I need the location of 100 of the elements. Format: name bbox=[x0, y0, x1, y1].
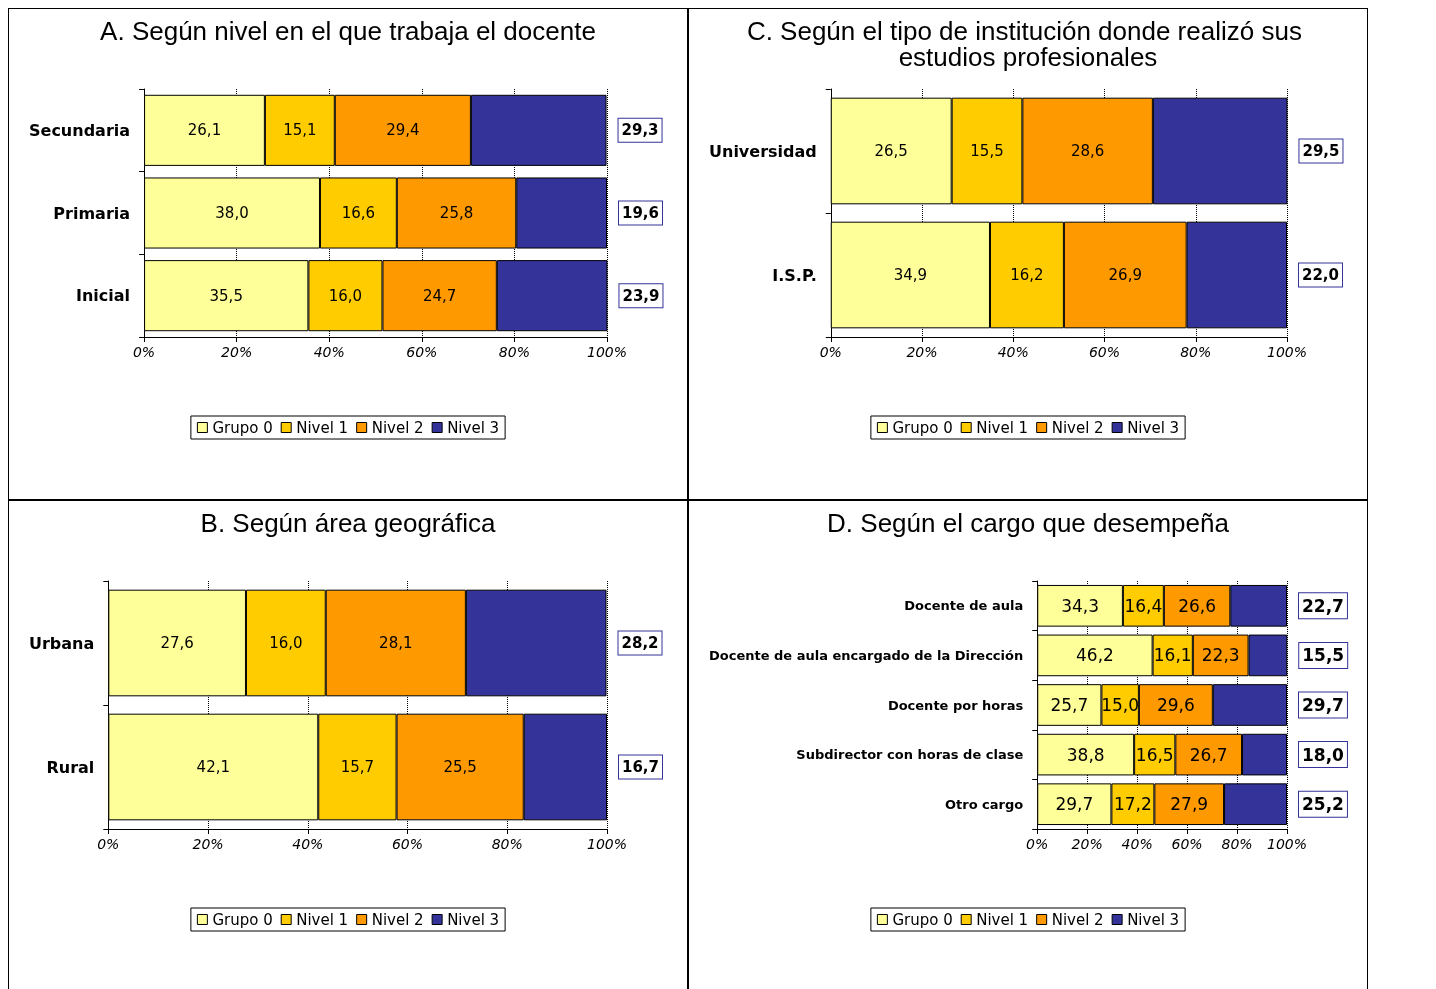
data-label: 16,6 bbox=[341, 204, 376, 222]
y-tick-label: Otro cargo bbox=[944, 796, 1024, 812]
legend-label: Grupo 0 bbox=[212, 910, 273, 929]
data-label: 26,9 bbox=[1108, 266, 1142, 284]
chart-title: D. Según el cargo que desempeña bbox=[827, 508, 1230, 538]
x-tick-label: 0% bbox=[97, 836, 120, 852]
data-label: 16,2 bbox=[1010, 266, 1044, 284]
data-label: 16,0 bbox=[328, 286, 363, 305]
x-tick-label: 100% bbox=[586, 344, 628, 360]
data-label: 15,1 bbox=[283, 121, 317, 140]
data-label: 16,4 bbox=[1124, 595, 1163, 616]
x-tick-label: 100% bbox=[586, 836, 628, 852]
data-label: 35,5 bbox=[209, 286, 243, 305]
data-label: 27,9 bbox=[1170, 794, 1209, 815]
legend-label: Nivel 2 bbox=[1051, 418, 1104, 437]
legend-label: Grupo 0 bbox=[892, 910, 953, 929]
data-label: 25,2 bbox=[1302, 794, 1344, 815]
data-label: 22,0 bbox=[1302, 266, 1340, 284]
legend-label: Nivel 2 bbox=[371, 910, 424, 929]
data-label: 28,6 bbox=[1070, 142, 1105, 160]
data-label: 15,5 bbox=[1302, 645, 1345, 666]
x-tick-label: 40% bbox=[997, 344, 1029, 360]
data-label: 26,1 bbox=[187, 121, 222, 140]
x-tick-label: 80% bbox=[1221, 836, 1253, 852]
x-tick-label: 60% bbox=[406, 344, 438, 360]
y-tick-label: Inicial bbox=[75, 286, 131, 306]
x-tick-label: 60% bbox=[1171, 836, 1203, 852]
x-tick-label: 20% bbox=[1071, 836, 1103, 852]
data-label: 29,5 bbox=[1302, 142, 1340, 160]
x-tick-label: 20% bbox=[906, 344, 938, 360]
legend-label: Nivel 1 bbox=[296, 418, 349, 437]
legend-label: Nivel 1 bbox=[976, 910, 1029, 929]
legend-label: Nivel 2 bbox=[371, 418, 424, 437]
y-tick-label: Subdirector con horas de clase bbox=[796, 747, 1024, 763]
x-tick-label: 60% bbox=[1088, 344, 1121, 360]
legend-label: Nivel 3 bbox=[447, 910, 500, 929]
data-label: 16,0 bbox=[269, 634, 303, 652]
y-tick-label: Docente de aula bbox=[904, 598, 1024, 614]
data-label: 34,3 bbox=[1061, 595, 1099, 616]
data-label: 29,3 bbox=[621, 121, 659, 140]
y-tick-label: Urbana bbox=[28, 633, 95, 653]
data-label: 27,6 bbox=[160, 634, 194, 652]
data-label: 38,8 bbox=[1066, 744, 1105, 765]
data-label: 25,5 bbox=[443, 758, 477, 776]
data-label: 18,0 bbox=[1302, 744, 1345, 765]
x-tick-label: 20% bbox=[192, 836, 224, 852]
x-tick-label: 80% bbox=[1180, 344, 1212, 360]
x-tick-label: 80% bbox=[498, 344, 530, 360]
data-label: 25,8 bbox=[439, 204, 474, 222]
data-label: 15,7 bbox=[340, 758, 375, 776]
data-label: 34,9 bbox=[893, 266, 928, 284]
y-tick-label: Secundaria bbox=[29, 120, 131, 140]
x-tick-label: 40% bbox=[292, 836, 324, 852]
x-tick-label: 80% bbox=[491, 836, 523, 852]
x-tick-label: 20% bbox=[221, 344, 253, 360]
y-tick-label: Rural bbox=[46, 757, 95, 777]
data-label: 22,7 bbox=[1302, 595, 1344, 616]
data-label: 38,0 bbox=[215, 204, 249, 222]
data-label: 22,3 bbox=[1201, 645, 1240, 666]
x-tick-label: 100% bbox=[1266, 344, 1308, 360]
x-tick-label: 0% bbox=[1026, 836, 1049, 852]
chart-title: C. Según el tipo de institución donde realizó sus estudios profesionales bbox=[746, 16, 1310, 72]
chart-title: A. Según nivel en el que trabaja el docente bbox=[100, 16, 596, 46]
data-label: 26,6 bbox=[1178, 595, 1217, 616]
legend-label: Grupo 0 bbox=[212, 418, 273, 437]
data-label: 15,5 bbox=[970, 142, 1004, 160]
legend-label: Nivel 1 bbox=[976, 418, 1029, 437]
data-label: 23,9 bbox=[622, 286, 660, 305]
data-label: 29,7 bbox=[1302, 695, 1344, 715]
legend-label: Grupo 0 bbox=[892, 418, 953, 437]
chart-title: B. Según área geográfica bbox=[200, 508, 496, 538]
y-tick-label: Docente por horas bbox=[887, 697, 1024, 713]
data-label: 24,7 bbox=[422, 286, 457, 305]
data-label: 19,6 bbox=[622, 204, 660, 222]
x-tick-label: 40% bbox=[313, 344, 345, 360]
y-tick-label: Primaria bbox=[53, 203, 131, 223]
legend-label: Nivel 3 bbox=[1127, 910, 1180, 929]
data-label: 29,7 bbox=[1055, 794, 1094, 815]
legend-label: Nivel 2 bbox=[1051, 910, 1104, 929]
x-tick-label: 60% bbox=[391, 836, 424, 852]
x-tick-label: 0% bbox=[819, 344, 842, 360]
data-label: 16,5 bbox=[1135, 744, 1174, 765]
data-label: 26,7 bbox=[1189, 744, 1228, 765]
x-tick-label: 40% bbox=[1121, 836, 1153, 852]
y-tick-label: I.S.P. bbox=[772, 265, 817, 285]
data-label: 15,0 bbox=[1101, 695, 1140, 715]
x-tick-label: 0% bbox=[132, 344, 156, 360]
x-tick-label: 100% bbox=[1266, 836, 1308, 852]
data-label: 25,7 bbox=[1050, 695, 1089, 715]
data-label: 17,2 bbox=[1113, 794, 1152, 815]
legend-label: Nivel 3 bbox=[447, 418, 500, 437]
legend-label: Nivel 1 bbox=[296, 910, 349, 929]
data-label: 16,1 bbox=[1153, 645, 1192, 666]
data-label: 16,7 bbox=[622, 758, 660, 776]
data-label: 28,1 bbox=[379, 634, 413, 652]
data-label: 26,5 bbox=[874, 142, 908, 160]
data-label: 28,2 bbox=[621, 634, 659, 652]
data-label: 29,4 bbox=[386, 121, 420, 140]
data-label: 42,1 bbox=[196, 758, 230, 776]
y-tick-label: Universidad bbox=[709, 141, 817, 161]
